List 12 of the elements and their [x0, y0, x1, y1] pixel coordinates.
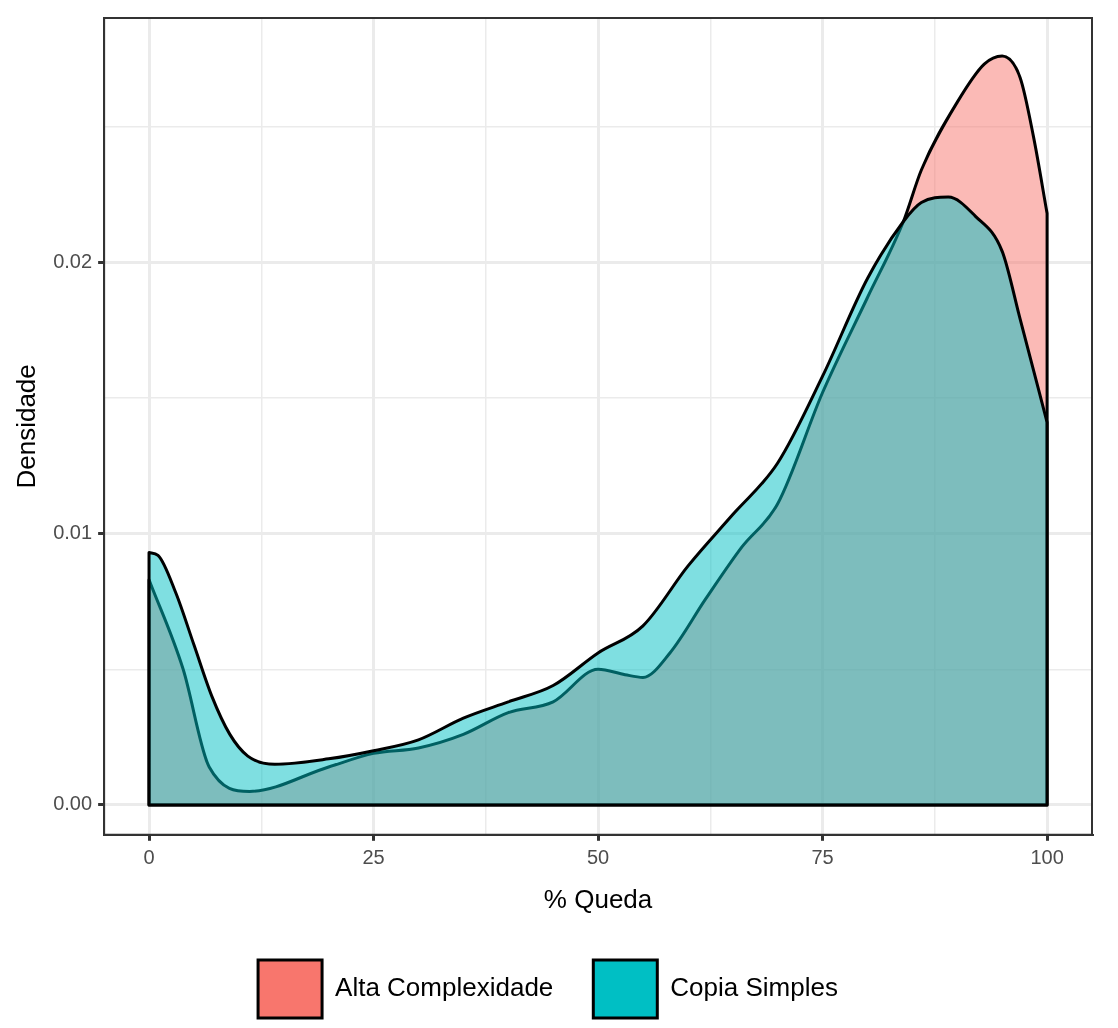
y-axis-title: Densidade [10, 364, 41, 489]
x-tick-label: 0 [143, 846, 155, 869]
x-tick-label: 75 [811, 846, 834, 869]
text: 0.00 [53, 792, 93, 815]
y-tick-label: 0.02 [53, 249, 93, 272]
x-axis-title: % Queda [543, 883, 653, 914]
x-tick-label: 25 [362, 846, 385, 869]
legend-label: Copia Simples [670, 972, 838, 1003]
x-tick-label: 100 [1030, 846, 1064, 869]
x-tick-label: 50 [586, 846, 610, 869]
legend-label: Alta Complexidade [335, 972, 554, 1003]
y-tick-label: 0.01 [53, 521, 93, 544]
